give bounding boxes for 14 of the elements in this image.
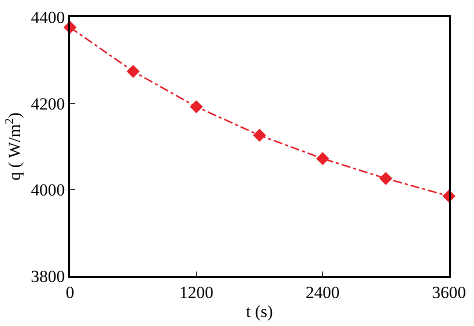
x-axis-title: t (s) [246,302,273,322]
y-tick-label: 4400 [30,8,65,27]
y-tick-label: 4000 [30,180,65,200]
y-tick-label: 3800 [30,266,65,286]
x-tick-label: 1200 [179,283,214,302]
y-tick-label: 4200 [30,94,65,114]
point [253,128,266,142]
point [316,152,330,166]
x-tick-label: 0 [66,283,74,302]
x-tick-label: 2400 [306,283,340,302]
point [190,100,203,114]
point [379,172,392,185]
x-tick-label: 3600 [432,283,466,302]
point [126,64,140,78]
